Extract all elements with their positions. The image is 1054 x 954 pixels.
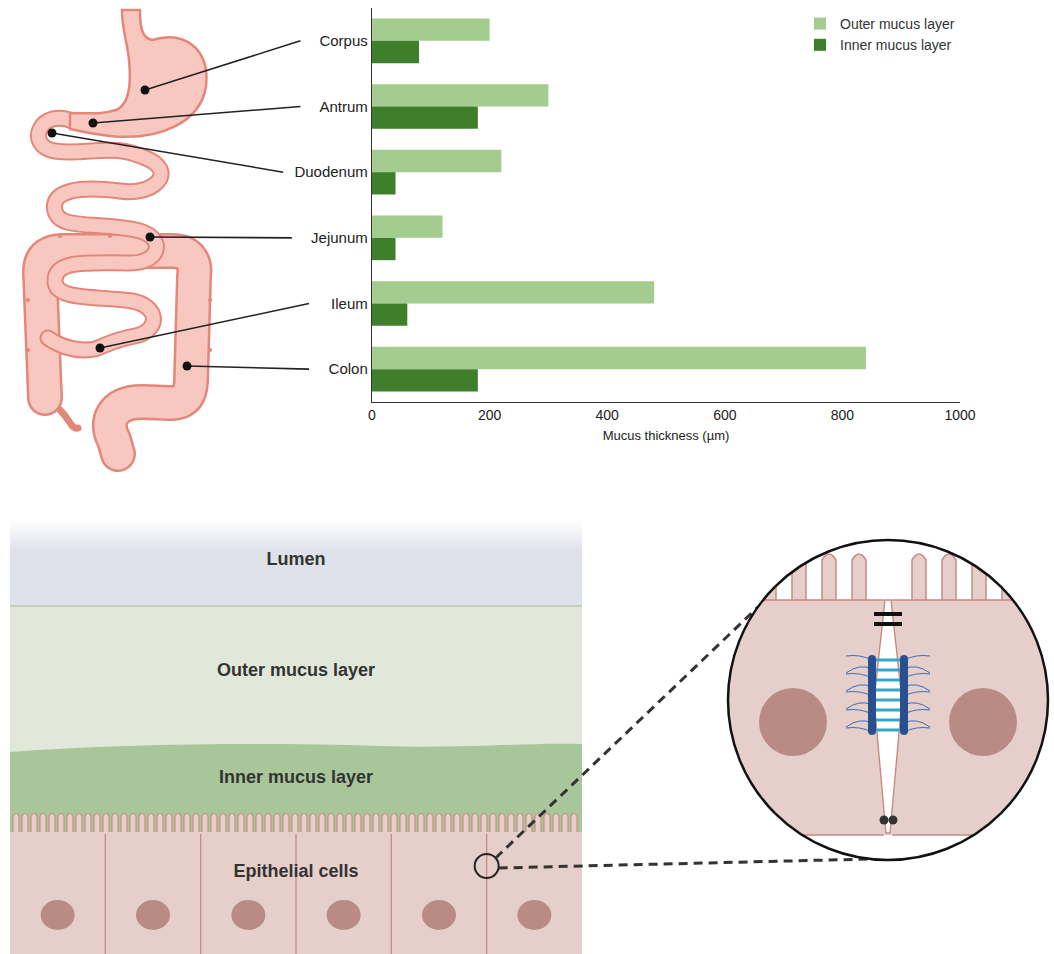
svg-text:Lumen: Lumen xyxy=(266,549,325,569)
svg-text:Ileum: Ileum xyxy=(331,295,368,312)
svg-text:Jejunum: Jejunum xyxy=(311,229,368,246)
svg-text:Duodenum: Duodenum xyxy=(294,163,367,180)
svg-text:800: 800 xyxy=(831,407,855,423)
svg-text:Antrum: Antrum xyxy=(319,98,367,115)
svg-text:400: 400 xyxy=(596,407,620,423)
svg-text:Colon: Colon xyxy=(329,360,368,377)
svg-text:Outer mucus layer: Outer mucus layer xyxy=(217,660,375,680)
svg-text:600: 600 xyxy=(713,407,737,423)
svg-text:Mucus thickness (µm): Mucus thickness (µm) xyxy=(603,428,730,443)
svg-text:Inner mucus layer: Inner mucus layer xyxy=(219,767,373,787)
svg-text:Inner mucus layer: Inner mucus layer xyxy=(840,37,952,53)
svg-text:200: 200 xyxy=(478,407,502,423)
svg-text:Corpus: Corpus xyxy=(319,32,367,49)
svg-text:Epithelial cells: Epithelial cells xyxy=(233,861,358,881)
svg-text:1000: 1000 xyxy=(944,407,975,423)
svg-text:Outer mucus layer: Outer mucus layer xyxy=(840,16,955,32)
svg-text:0: 0 xyxy=(368,407,376,423)
